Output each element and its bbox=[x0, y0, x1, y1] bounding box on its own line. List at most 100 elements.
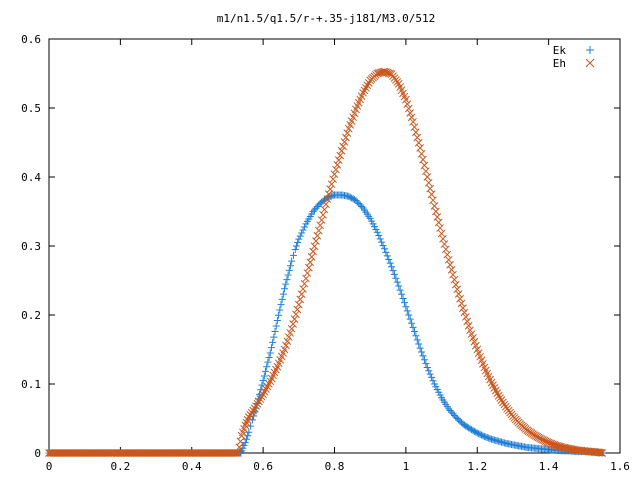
data-point bbox=[312, 237, 320, 245]
data-point bbox=[296, 232, 304, 240]
data-point bbox=[472, 428, 480, 436]
data-point bbox=[301, 223, 309, 231]
data-point bbox=[386, 259, 394, 267]
data-point bbox=[448, 408, 456, 416]
data-point bbox=[282, 280, 290, 288]
y-tick-label: 0.3 bbox=[21, 240, 41, 253]
data-point bbox=[299, 226, 307, 234]
data-point bbox=[410, 123, 419, 131]
axis-ticks: 0 0.2 0.4 0.6 0.8 1 1.2 1.4 1.6 0 0.1 0.2 0.3 0.4 0.5 0… bbox=[21, 33, 630, 473]
series-ek bbox=[45, 191, 606, 457]
data-point bbox=[461, 313, 470, 321]
data-point bbox=[403, 307, 411, 315]
data-point bbox=[231, 449, 240, 457]
data-point bbox=[410, 328, 418, 336]
data-point bbox=[385, 256, 393, 264]
data-point bbox=[244, 432, 252, 440]
data-point bbox=[468, 426, 476, 434]
data-point bbox=[265, 354, 273, 362]
data-point bbox=[430, 202, 439, 210]
data-point bbox=[346, 193, 354, 201]
data-point bbox=[404, 104, 413, 113]
data-point bbox=[373, 228, 381, 236]
data-point bbox=[241, 439, 249, 447]
data-point bbox=[396, 286, 404, 294]
data-point bbox=[279, 290, 287, 298]
data-point bbox=[454, 290, 463, 298]
x-tick-label: 0.2 bbox=[110, 460, 130, 473]
data-point bbox=[374, 69, 383, 77]
data-point bbox=[285, 266, 293, 274]
data-point bbox=[465, 424, 473, 432]
data-point bbox=[360, 86, 369, 95]
data-point bbox=[266, 349, 274, 357]
data-point bbox=[300, 279, 309, 288]
data-point bbox=[284, 333, 293, 341]
data-point bbox=[480, 432, 488, 440]
data-point bbox=[356, 201, 364, 209]
data-point bbox=[352, 196, 360, 204]
data-point bbox=[293, 305, 302, 314]
data-point bbox=[423, 173, 432, 181]
data-point bbox=[320, 205, 329, 214]
data-point bbox=[302, 274, 310, 283]
data-point bbox=[416, 144, 425, 152]
data-point bbox=[271, 328, 279, 336]
data-point bbox=[284, 271, 292, 279]
data-point bbox=[245, 428, 253, 436]
data-point bbox=[456, 294, 464, 303]
y-tick-label: 0 bbox=[34, 447, 41, 460]
x-tick-label: 0.4 bbox=[182, 460, 202, 473]
y-tick-label: 0.1 bbox=[21, 378, 41, 391]
legend-label-eh: Eh bbox=[553, 57, 566, 70]
data-point bbox=[380, 245, 388, 253]
data-point bbox=[425, 367, 433, 375]
data-point bbox=[310, 242, 319, 251]
data-point bbox=[415, 340, 423, 348]
data-point bbox=[486, 435, 494, 443]
data-point bbox=[402, 303, 410, 311]
data-point bbox=[549, 440, 557, 449]
data-point bbox=[407, 113, 416, 122]
data-point bbox=[500, 400, 509, 409]
data-point bbox=[429, 196, 437, 205]
data-point bbox=[427, 190, 436, 199]
data-point bbox=[419, 155, 427, 164]
data-point bbox=[294, 239, 302, 247]
data-point bbox=[416, 344, 424, 352]
data-point bbox=[328, 192, 336, 200]
data-point bbox=[459, 304, 467, 312]
plot-frame bbox=[48, 38, 621, 454]
data-point bbox=[384, 69, 393, 77]
data-point bbox=[329, 175, 337, 184]
data-point bbox=[400, 299, 408, 307]
data-point bbox=[345, 192, 353, 200]
data-point bbox=[499, 398, 507, 407]
data-point bbox=[383, 68, 392, 77]
data-point bbox=[556, 442, 564, 451]
data-point bbox=[289, 320, 297, 328]
data-point bbox=[295, 235, 303, 243]
data-point bbox=[254, 397, 263, 406]
data-point bbox=[253, 399, 262, 408]
data-point bbox=[476, 430, 484, 438]
data-point bbox=[378, 238, 386, 246]
data-point bbox=[283, 276, 291, 284]
data-point bbox=[388, 263, 396, 271]
data-point bbox=[463, 317, 472, 326]
y-tick-label: 0.6 bbox=[21, 33, 41, 46]
data-point bbox=[307, 253, 316, 261]
data-point bbox=[420, 356, 428, 364]
data-point bbox=[478, 431, 486, 439]
data-point bbox=[453, 285, 462, 294]
data-point bbox=[359, 88, 367, 97]
data-point bbox=[554, 442, 563, 451]
data-point bbox=[402, 95, 410, 104]
data-point bbox=[389, 267, 397, 275]
data-point bbox=[303, 269, 312, 277]
data-point bbox=[258, 381, 266, 389]
data-point bbox=[437, 229, 446, 238]
data-point bbox=[418, 348, 426, 356]
data-point bbox=[267, 344, 275, 352]
